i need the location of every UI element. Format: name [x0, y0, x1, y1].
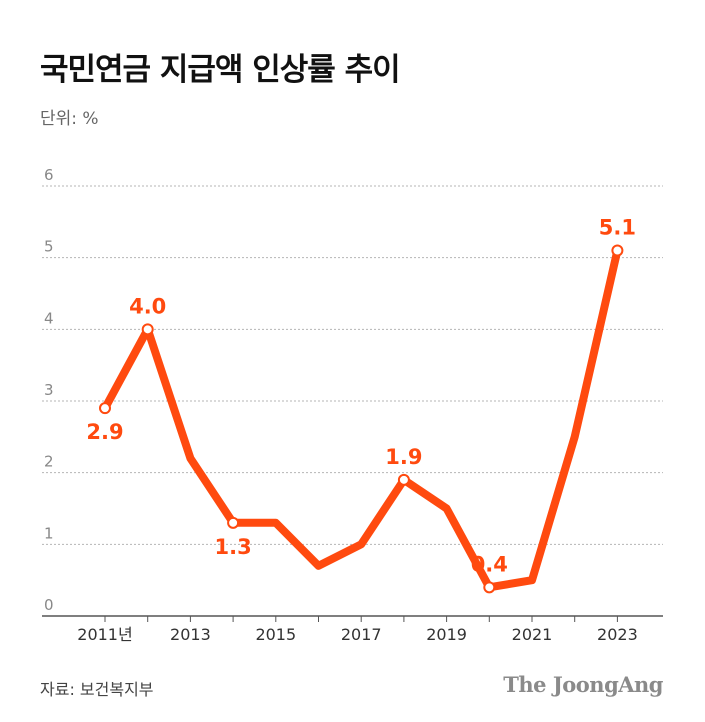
x-tick-label: 2017 [341, 625, 382, 644]
data-point [141, 323, 154, 336]
y-tick-label: 5 [44, 238, 54, 256]
data-point [99, 402, 111, 415]
y-tick-label: 0 [44, 596, 54, 614]
chart-title: 국민연금 지급액 인상률 추이 [40, 52, 401, 88]
series-line [101, 246, 622, 592]
x-tick-label: 2019 [426, 625, 467, 644]
y-tick-label: 1 [44, 524, 54, 542]
data-point [227, 516, 240, 529]
x-tick-label: 2013 [170, 625, 211, 644]
data-label: 5.1 [599, 216, 636, 240]
x-tick-label: 2011년 [77, 625, 132, 644]
y-tick-label: 2 [44, 453, 54, 471]
data-label: 1.3 [214, 535, 251, 559]
brand-logo: The JoongAng [503, 672, 663, 697]
y-tick-label: 3 [44, 381, 54, 399]
y-tick-label: 6 [44, 166, 54, 184]
data-label: 0.4 [471, 552, 508, 576]
data-point [611, 244, 624, 257]
data-label: 2.9 [86, 420, 123, 444]
data-point [397, 473, 410, 486]
x-tick-label: 2023 [597, 625, 638, 644]
data-point [483, 581, 496, 594]
data-label: 1.9 [385, 445, 422, 469]
source-note: 자료: 보건복지부 [40, 680, 154, 699]
x-tick-label: 2021 [512, 625, 553, 644]
unit-label: 단위: % [40, 109, 99, 129]
data-label: 4.0 [129, 294, 166, 318]
x-tick-label: 2015 [255, 625, 296, 644]
y-tick-label: 4 [44, 309, 54, 327]
